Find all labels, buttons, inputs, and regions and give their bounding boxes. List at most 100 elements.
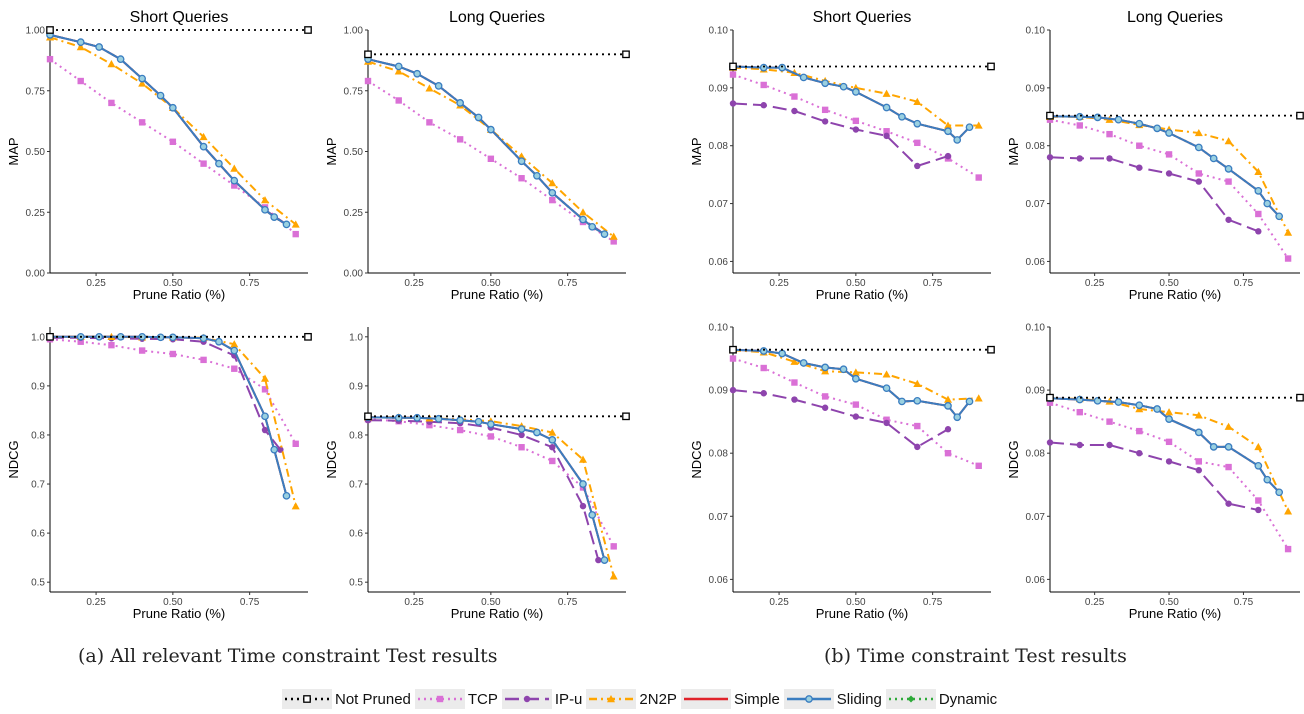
data-point-tcp — [1285, 255, 1291, 261]
data-point-sliding — [518, 426, 524, 432]
legend-label-simple: Simple — [734, 691, 780, 708]
data-point-sliding — [534, 429, 540, 435]
y-tick-label: 0.50 — [344, 147, 364, 158]
y-tick-label: 0.09 — [1026, 386, 1046, 397]
data-point-tcp — [1166, 439, 1172, 445]
y-tick-label: 0.8 — [349, 430, 363, 441]
chart-title: Short Queries — [813, 9, 912, 26]
data-point-tcp — [200, 160, 206, 166]
data-point-sliding — [1225, 166, 1231, 172]
data-point-sliding — [1115, 399, 1121, 405]
data-point-not-pruned — [365, 51, 371, 57]
data-point-tcp — [108, 342, 114, 348]
data-point-2n2p — [975, 394, 983, 401]
data-point-tcp — [1196, 170, 1202, 176]
data-point-not-pruned — [988, 347, 994, 353]
data-point-not-pruned — [47, 334, 53, 340]
y-tick-label: 0.06 — [709, 257, 729, 268]
x-axis-label: Prune Ratio (%) — [1129, 606, 1221, 621]
legend-marker-sliding — [806, 696, 812, 702]
data-point-tcp — [488, 156, 494, 162]
data-point-ip-u — [1225, 500, 1231, 506]
x-tick-label: 0.75 — [1234, 278, 1254, 289]
y-tick-label: 0.06 — [1026, 575, 1046, 586]
data-point-ip-u — [853, 413, 859, 419]
data-point-ip-u — [1136, 450, 1142, 456]
y-tick-label: 0.00 — [344, 269, 364, 280]
data-point-2n2p — [107, 60, 115, 67]
data-point-sliding — [761, 348, 767, 354]
data-point-sliding — [271, 214, 277, 220]
data-point-sliding — [488, 421, 494, 427]
data-point-tcp — [730, 71, 736, 77]
data-point-ip-u — [853, 126, 859, 132]
data-point-sliding — [966, 124, 972, 130]
legend-key-tcp — [415, 689, 465, 709]
series-line-2n2p — [50, 37, 296, 224]
data-point-sliding — [435, 83, 441, 89]
data-point-not-pruned — [1047, 394, 1053, 400]
x-axis-label: Prune Ratio (%) — [1129, 287, 1221, 302]
x-tick-label: 0.75 — [923, 278, 943, 289]
data-point-sliding — [262, 207, 268, 213]
data-point-tcp — [853, 401, 859, 407]
data-point-ip-u — [549, 444, 555, 450]
x-tick-label: 0.25 — [1085, 597, 1105, 608]
data-point-sliding — [914, 398, 920, 404]
data-point-tcp — [791, 93, 797, 99]
chart-panel-2: 0.00 0.25 0.50 0.75 1.00 0.25 0.50 0.75 Prune Ra… — [324, 9, 629, 302]
chart-panel-1: 0.00 0.25 0.50 0.75 1.00 0.25 0.50 0.75 Prune Ra… — [6, 9, 311, 302]
data-point-not-pruned — [305, 27, 311, 33]
data-point-sliding — [822, 364, 828, 370]
legend-marker-not-pruned — [304, 696, 310, 702]
data-point-sliding — [216, 339, 222, 345]
data-point-ip-u — [1106, 442, 1112, 448]
series-line-sliding — [368, 417, 605, 560]
data-point-tcp — [822, 107, 828, 113]
data-point-ip-u — [1047, 439, 1053, 445]
y-axis-label: NDCG — [1006, 440, 1021, 478]
data-point-tcp — [761, 365, 767, 371]
data-point-sliding — [200, 143, 206, 149]
data-point-tcp — [1077, 409, 1083, 415]
data-point-2n2p — [1225, 137, 1233, 144]
legend: Not Pruned TCP IP-u 2N2P Simple Sliding Dynami… — [282, 688, 997, 710]
data-point-2n2p — [1254, 443, 1262, 450]
data-point-sliding — [883, 385, 889, 391]
data-point-not-pruned — [365, 413, 371, 419]
data-point-sliding — [1077, 396, 1083, 402]
y-axis-label: MAP — [324, 137, 339, 165]
data-point-tcp — [426, 119, 432, 125]
legend-key-sliding — [784, 689, 834, 709]
y-tick-label: 0.08 — [1026, 141, 1046, 152]
y-tick-label: 0.25 — [344, 208, 364, 219]
data-point-ip-u — [945, 426, 951, 432]
data-point-not-pruned — [47, 27, 53, 33]
y-tick-label: 0.5 — [31, 578, 45, 589]
legend-key-ip-u — [502, 689, 552, 709]
data-point-ip-u — [914, 163, 920, 169]
data-point-tcp — [549, 458, 555, 464]
data-point-not-pruned — [623, 51, 629, 57]
legend-key-2n2p — [586, 689, 636, 709]
legend-item-sliding: Sliding — [784, 689, 882, 709]
data-point-2n2p — [610, 572, 618, 579]
x-tick-label: 0.75 — [923, 597, 943, 608]
series-line-2n2p — [368, 62, 614, 237]
x-axis-label: Prune Ratio (%) — [133, 606, 225, 621]
data-point-tcp — [761, 82, 767, 88]
y-tick-label: 1.0 — [31, 332, 45, 343]
x-tick-label: 0.75 — [240, 278, 260, 289]
y-axis-label: MAP — [689, 137, 704, 165]
data-point-not-pruned — [730, 347, 736, 353]
data-point-ip-u — [1077, 442, 1083, 448]
data-point-sliding — [580, 216, 586, 222]
data-point-tcp — [365, 78, 371, 84]
data-point-ip-u — [1047, 154, 1053, 160]
data-point-sliding — [1196, 144, 1202, 150]
y-tick-label: 0.10 — [709, 323, 729, 334]
data-point-tcp — [1225, 464, 1231, 470]
data-point-2n2p — [1225, 423, 1233, 430]
data-point-sliding — [914, 121, 920, 127]
data-point-sliding — [518, 158, 524, 164]
